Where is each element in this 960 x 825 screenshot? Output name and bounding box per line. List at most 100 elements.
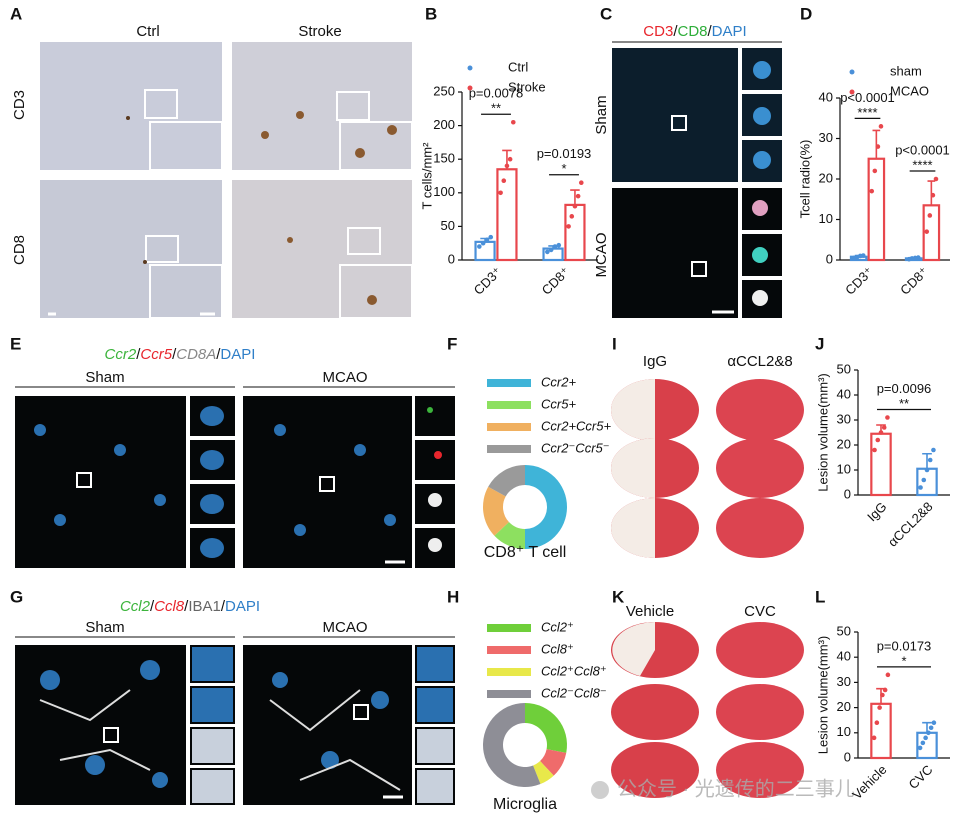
legend-label: Ccr2⁻Ccr5⁻ [541,440,610,455]
x-tick-label: CD3⁺ [842,264,876,298]
title-part: DAPI [225,598,260,615]
title-part: CD3 [643,23,673,40]
title-part: / [136,346,141,363]
panel-label: D [800,4,812,23]
data-point [575,193,581,199]
y-tick-label: 20 [819,170,833,185]
donut-segment [488,465,525,497]
row-label: CD3 [11,90,28,120]
ihc-images [40,42,413,319]
y-tick-label: 30 [837,411,851,426]
panel-title: Ccl2/Ccl8/IBA1/DAPI [120,598,260,615]
y-tick-label: 0 [844,749,851,764]
y-tick-label: 50 [837,361,851,376]
y-axis-label: Lesion volume(mm³) [815,373,830,491]
title-part: / [150,598,155,615]
data-point [869,188,875,194]
y-axis-label: Tcell radio(%) [797,140,812,219]
y-tick-label: 30 [837,674,851,689]
row-label: MCAO [593,233,610,278]
data-point [480,240,486,246]
x-tick-label: Vehicle [849,762,889,802]
data-point [881,425,887,430]
column-label: Ctrl [136,23,159,40]
legend-swatch [487,401,531,409]
y-tick-label: 50 [837,623,851,638]
data-point [510,119,516,125]
brain-sections [611,379,804,798]
title-part: / [708,23,713,40]
panel-label: K [612,587,625,606]
y-tick-label: 20 [837,699,851,714]
y-tick-label: 50 [441,218,455,233]
title-part: Ccr5 [140,346,172,363]
p-value: p=0.0193 [537,146,592,161]
row-label: Sham [593,95,610,134]
legend-label: Ccl2⁻Ccl8⁻ [541,685,607,700]
legend-label: Ctrl [508,59,528,74]
fluorescence-images [612,48,782,318]
y-tick-label: 40 [819,89,833,104]
legend-swatch [487,668,531,676]
y-tick-label: 10 [819,211,833,226]
error-bar [570,189,580,205]
data-point [504,163,510,169]
bar [870,432,892,497]
title-part: Ccr2 [105,346,137,363]
panel-label: B [425,4,437,23]
data-point [548,247,554,253]
p-value: p=0.0078 [469,86,524,101]
error-bar [922,452,932,469]
y-tick-label: 0 [448,251,455,266]
significance-stars: * [561,161,566,176]
data-point [927,457,933,463]
y-tick-label: 40 [837,386,851,401]
donut-segment [525,703,567,753]
panel-label: I [612,334,617,353]
chart-caption: CD8⁺ T cell [484,544,567,561]
watermark-text: 公众号 · 光遗传的二三事儿 [617,777,855,800]
title-part: CD8A [176,346,216,363]
title-part: Ccl2 [120,598,151,615]
data-point [572,203,578,209]
panel-label: J [815,334,824,353]
significance-stars: * [901,653,906,668]
data-point [928,725,934,731]
y-tick-label: 150 [433,151,455,166]
column-label: Sham [85,369,124,386]
y-tick-label: 10 [837,724,851,739]
data-point [488,234,494,240]
title-part: DAPI [712,23,747,40]
x-tick-label: CD3⁺ [471,264,505,298]
bar [916,467,938,497]
data-point [477,244,482,249]
legend-marker [467,65,473,71]
data-point [578,180,584,186]
panel-title: Ccr2/Ccr5/CD8A/DAPI [105,346,256,363]
bar [564,203,586,262]
bar [496,168,518,262]
legend-marker [849,69,855,75]
data-point [569,214,575,219]
watermark: 公众号 · 光遗传的二三事儿 [591,777,855,800]
legend-swatch [487,624,531,632]
x-tick-label: IgG [864,499,889,524]
data-point [877,705,882,710]
data-point [874,720,880,726]
panel-title: CD3/CD8/DAPI [643,23,746,40]
column-label: αCCL2&8 [727,353,792,370]
donut-segment [494,522,525,549]
legend-label: Ccl8⁺ [541,641,574,656]
column-label: Vehicle [626,603,674,620]
legend-label: Ccr5+ [541,396,576,411]
data-point [875,144,881,149]
title-part: / [172,346,177,363]
significance-stars: ** [899,396,909,411]
panel-label: G [10,587,23,606]
y-tick-label: 30 [819,130,833,145]
chart-caption: Microglia [493,796,557,813]
bar [870,702,892,760]
data-point [921,477,927,483]
donut-segment [525,465,567,549]
bar [867,157,886,262]
